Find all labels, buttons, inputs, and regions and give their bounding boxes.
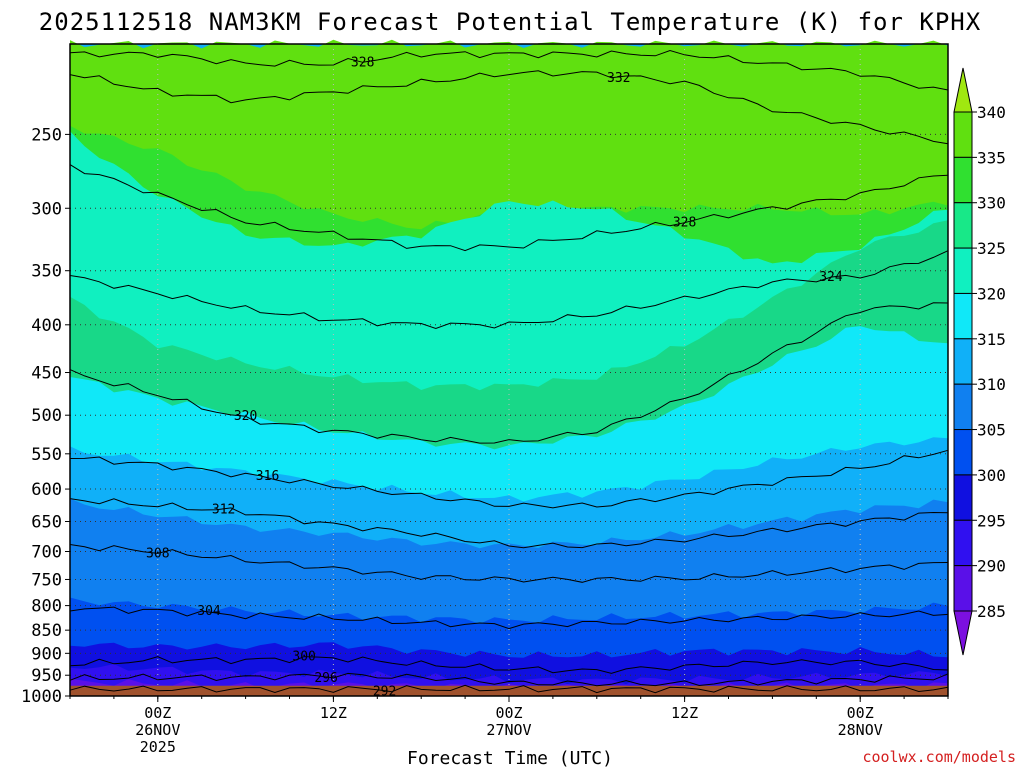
isentrope-line	[69, 250, 949, 330]
isentrope-label: 328	[351, 55, 374, 70]
y-tick-label: 700	[31, 543, 62, 563]
colorbar-swatch	[953, 565, 973, 612]
colorbar-swatch	[953, 383, 973, 431]
x-tick-label: 12Z	[320, 704, 347, 722]
isentrope-line	[69, 302, 949, 444]
x-tick-label: 12Z	[671, 704, 698, 722]
y-tick-label: 600	[31, 480, 62, 500]
colorbar-label: 330	[977, 194, 1006, 213]
x-tick-label: 26NOV	[135, 721, 180, 739]
grid-lines	[70, 44, 948, 686]
y-tick-label: 400	[31, 316, 62, 336]
x-tick-label: 28NOV	[838, 721, 883, 739]
y-tick-label: 750	[31, 570, 62, 590]
isentrope-line	[69, 498, 949, 549]
isentrope-label: 320	[234, 409, 257, 424]
x-tick-label: 00Z	[144, 704, 171, 722]
colorbar-label: 285	[977, 602, 1006, 621]
surface-rect	[70, 685, 948, 696]
y-tick-label: 1000	[21, 687, 62, 707]
isentrope-label: 324	[819, 270, 843, 285]
y-tick-label: 500	[31, 406, 62, 426]
colorbar-label: 315	[977, 330, 1006, 349]
isentrope-labels: 292 296 300 304 308 312 316 320 324 328 332 328	[146, 55, 843, 699]
colorbar-bottom-arrow	[953, 610, 973, 656]
colorbar-swatch	[953, 156, 973, 204]
y-tick-label: 950	[31, 666, 62, 686]
colorbar-swatch	[953, 111, 973, 158]
y-tick-label: 250	[31, 125, 62, 145]
isentrope-label: 292	[373, 685, 396, 700]
colorbar-label: 305	[977, 421, 1006, 440]
isentrope-label: 312	[212, 503, 235, 518]
isentrope-contours	[69, 49, 949, 694]
isentrope-line	[69, 672, 949, 687]
x-tick-label: 00Z	[495, 704, 522, 722]
surface-ground	[70, 685, 948, 696]
isentrope-label: 316	[256, 469, 279, 484]
x-tick-label: 2025	[140, 738, 176, 756]
colorbar: 340 335 330 325 320 315 310 305 300 295 290 285	[953, 67, 1006, 656]
colorbar-swatch	[953, 474, 973, 521]
colorbar-label: 340	[977, 103, 1006, 122]
colorbar-swatch	[953, 247, 973, 294]
isentrope-label: 332	[607, 71, 630, 86]
y-tick-label: 650	[31, 512, 62, 532]
isentrope-line	[69, 70, 949, 145]
isentrope-line	[69, 49, 949, 91]
isentrope-label: 328	[673, 216, 696, 231]
y-tick-label: 850	[31, 621, 62, 641]
isentrope-line	[69, 656, 949, 674]
y-tick-label: 350	[31, 262, 62, 282]
credit-text: coolwx.com/models	[862, 748, 1016, 766]
colorbar-swatch	[953, 429, 973, 476]
colorbar-label: 290	[977, 557, 1006, 576]
isentrope-label: 300	[292, 650, 315, 665]
isentrope-line	[69, 606, 949, 630]
colorbar-label: 325	[977, 239, 1006, 258]
isentrope-label: 308	[146, 546, 169, 561]
axes: 250 300 350 400 450 500 550 600 650 700 750 800 850 9…	[21, 43, 949, 756]
isentrope-label: 296	[314, 671, 337, 686]
colorbar-swatch	[953, 202, 973, 249]
y-tick-label: 300	[31, 199, 62, 219]
colorbar-swatch	[953, 519, 973, 567]
y-tick-label: 900	[31, 644, 62, 664]
x-tick-label: 00Z	[847, 704, 874, 722]
colorbar-label: 310	[977, 375, 1006, 394]
chart-title: 2025112518 NAM3KM Forecast Potential Tem…	[39, 8, 981, 36]
y-tick-label: 550	[31, 445, 62, 465]
colorbar-label: 320	[977, 284, 1006, 303]
isentrope-label: 304	[197, 604, 221, 619]
colorbar-label: 295	[977, 511, 1006, 530]
y-tick-label: 800	[31, 597, 62, 617]
x-tick-label: 27NOV	[486, 721, 531, 739]
fill-layers	[70, 39, 948, 697]
isentrope-line	[69, 544, 949, 583]
colorbar-swatch	[953, 292, 973, 340]
colorbar-label: 300	[977, 466, 1006, 485]
isentrope-line	[69, 684, 949, 694]
colorbar-top-arrow	[953, 67, 973, 113]
isentrope-line	[69, 449, 949, 509]
y-tick-label: 450	[31, 364, 62, 384]
x-axis-label: Forecast Time (UTC)	[407, 748, 613, 768]
colorbar-label: 335	[977, 148, 1006, 167]
isentrope-line	[69, 164, 949, 252]
colorbar-swatch	[953, 338, 973, 385]
